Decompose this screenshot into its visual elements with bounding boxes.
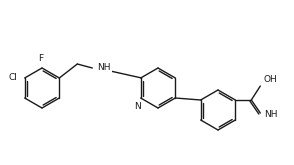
Text: N: N (134, 102, 141, 111)
Text: F: F (39, 54, 44, 63)
Text: Cl: Cl (9, 73, 18, 82)
Text: OH: OH (263, 75, 277, 84)
Text: NH: NH (264, 111, 278, 119)
Text: NH: NH (97, 64, 111, 72)
